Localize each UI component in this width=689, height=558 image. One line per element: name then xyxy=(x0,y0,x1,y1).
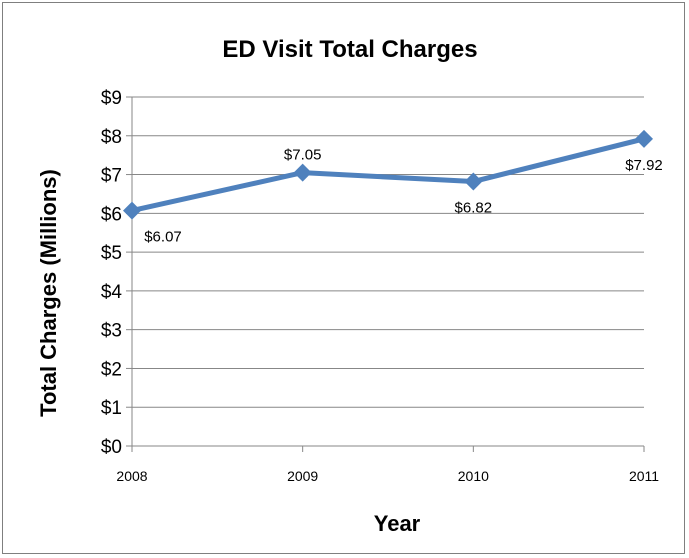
axes: $0 $1 $2 $3 $4 $5 $6 $7 $8 $9 2008 2009 2010 2011 xyxy=(101,88,659,484)
data-label: $7.92 xyxy=(625,157,663,174)
x-tick-label: 2010 xyxy=(458,468,489,484)
y-tick-label: $7 xyxy=(101,166,122,187)
y-tick-label: $8 xyxy=(101,127,122,148)
data-label: $6.82 xyxy=(455,200,493,217)
data-point-marker xyxy=(293,163,312,182)
y-tick-label: $6 xyxy=(101,204,122,225)
series-line-path xyxy=(131,136,645,214)
data-label: $7.05 xyxy=(284,147,322,164)
x-axis-title: Year xyxy=(374,511,421,536)
data-point-marker xyxy=(635,129,653,148)
y-tick-label: $4 xyxy=(101,282,123,303)
x-tick-label: 2009 xyxy=(287,468,318,484)
y-tick-label: $3 xyxy=(101,321,122,342)
y-tick-label: $2 xyxy=(101,359,122,380)
x-tick-label: 2011 xyxy=(629,468,659,484)
y-tick-label: $5 xyxy=(101,243,122,264)
data-label: $6.07 xyxy=(144,229,182,246)
x-tick-label: 2008 xyxy=(116,468,147,484)
gridlines xyxy=(132,96,644,408)
y-tick-label: $1 xyxy=(101,398,122,419)
y-axis-title: Total Charges (Millions) xyxy=(36,169,61,417)
data-point-marker xyxy=(123,201,141,220)
data-point-marker xyxy=(464,172,483,191)
series-line xyxy=(123,129,653,220)
y-tick-label: $0 xyxy=(101,437,122,458)
y-tick-label: $9 xyxy=(101,88,122,109)
chart-title: ED Visit Total Charges xyxy=(222,36,477,63)
data-labels: $6.07 $7.05 $6.82 $7.92 xyxy=(144,147,663,246)
